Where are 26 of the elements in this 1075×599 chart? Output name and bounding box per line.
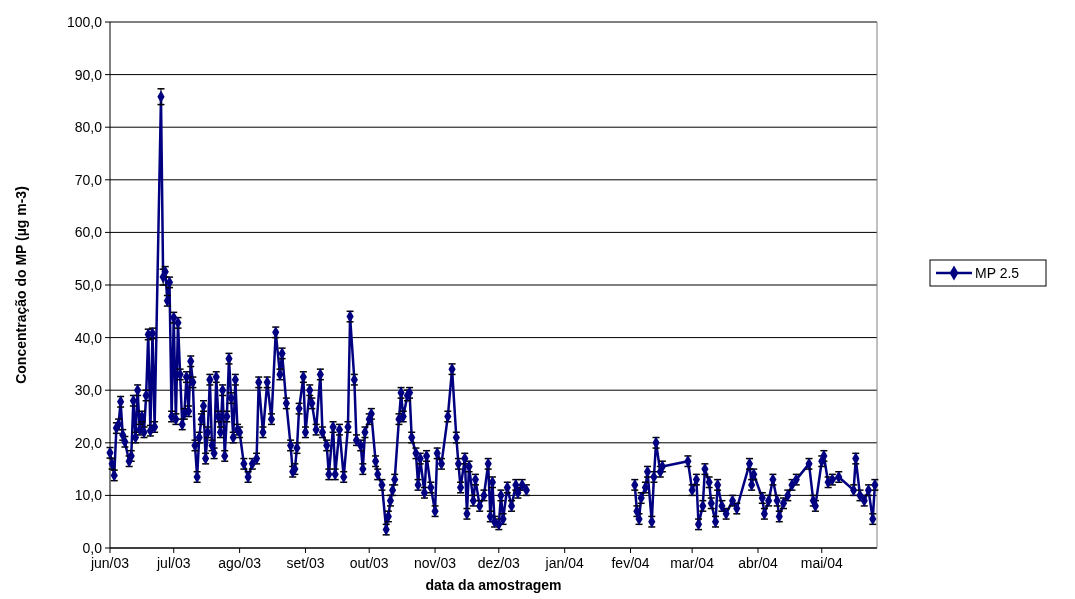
x-tick-label: fev/04 [611, 555, 650, 571]
x-tick-label: abr/04 [738, 555, 779, 571]
y-tick-label: 20,0 [74, 434, 103, 451]
y-tick-label: 60,0 [74, 224, 103, 241]
y-tick-label: 100,0 [66, 13, 103, 30]
y-tick-label: 80,0 [74, 119, 103, 136]
y-tick-label: 30,0 [74, 382, 103, 399]
y-tick-label: 50,0 [74, 276, 103, 293]
x-tick-label: jul/03 [156, 555, 191, 571]
y-tick-label: 70,0 [74, 171, 103, 188]
legend-label: MP 2.5 [975, 264, 1020, 281]
y-tick-label: 0,0 [82, 539, 103, 556]
y-tick-label: 40,0 [74, 329, 103, 346]
x-tick-label: ago/03 [218, 555, 262, 571]
x-axis-title: data da amostragem [425, 577, 562, 593]
x-tick-label: mai/04 [800, 555, 843, 571]
x-tick-label: set/03 [286, 555, 325, 571]
y-tick-label: 90,0 [74, 66, 103, 83]
x-tick-label: dez/03 [477, 555, 521, 571]
x-tick-label: nov/03 [414, 555, 457, 571]
y-tick-label: 10,0 [74, 487, 103, 504]
x-tick-label: mar/04 [670, 555, 715, 571]
y-axis-title: Concentração do MP (µg m-3) [13, 186, 29, 384]
x-tick-label: jan/04 [544, 555, 584, 571]
x-tick-label: out/03 [349, 555, 389, 571]
x-tick-label: jun/03 [89, 555, 130, 571]
